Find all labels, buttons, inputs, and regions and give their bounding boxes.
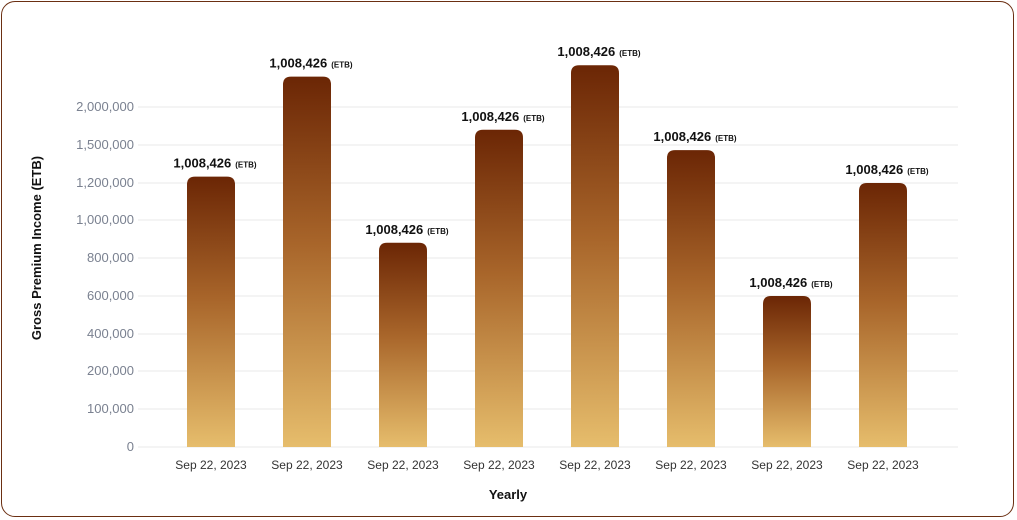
- x-tick-label: Sep 22, 2023: [271, 458, 343, 472]
- x-tick-label: Sep 22, 2023: [751, 458, 823, 472]
- y-tick-label: 1,500,000: [76, 137, 134, 152]
- bars: [187, 65, 907, 448]
- bar-value-unit: (ETB): [331, 61, 353, 70]
- data-labels: 1,008,426 (ETB) 1,008,426 (ETB) 1,008,426 (ET…: [173, 44, 929, 290]
- x-tick-label: Sep 22, 2023: [655, 458, 727, 472]
- bar-value-label: 1,008,426 (ETB): [461, 109, 545, 124]
- bar-value-unit: (ETB): [811, 280, 833, 289]
- x-tick-label: Sep 22, 2023: [367, 458, 439, 472]
- bar-value-label: 1,008,426 (ETB): [749, 275, 833, 290]
- y-tick-label: 2,000,000: [76, 99, 134, 114]
- bar-value-unit: (ETB): [523, 114, 545, 123]
- bar[interactable]: [763, 296, 811, 447]
- bar-value: 1,008,426: [461, 109, 519, 124]
- bar-value: 1,008,426: [749, 275, 807, 290]
- bar-value: 1,008,426: [845, 162, 903, 177]
- bar-value-label: 1,008,426 (ETB): [557, 44, 641, 59]
- bar[interactable]: [571, 65, 619, 447]
- y-axis-ticks: 0 100,000 200,000 400,000 600,000 800,000 1,00…: [76, 99, 134, 454]
- bar[interactable]: [475, 129, 523, 448]
- y-tick-label: 1,000,000: [76, 212, 134, 227]
- bar-value-label: 1,008,426 (ETB): [653, 129, 737, 144]
- x-axis-ticks: Sep 22, 2023 Sep 22, 2023 Sep 22, 2023 Sep …: [175, 458, 919, 472]
- y-tick-label: 1,200,000: [76, 175, 134, 190]
- y-tick-label: 100,000: [87, 401, 134, 416]
- x-axis-title: Yearly: [489, 487, 528, 502]
- bar[interactable]: [667, 150, 715, 448]
- bar[interactable]: [859, 183, 907, 447]
- bar-value-unit: (ETB): [715, 134, 737, 143]
- x-tick-label: Sep 22, 2023: [175, 458, 247, 472]
- bar[interactable]: [379, 242, 427, 447]
- x-tick-label: Sep 22, 2023: [463, 458, 535, 472]
- bar-value: 1,008,426: [269, 56, 327, 71]
- bar-value-label: 1,008,426 (ETB): [269, 56, 353, 71]
- gridlines: [138, 106, 958, 448]
- y-axis-title: Gross Premium Income (ETB): [29, 156, 44, 340]
- bar-value-unit: (ETB): [235, 161, 257, 170]
- x-tick-label: Sep 22, 2023: [847, 458, 919, 472]
- bar-value: 1,008,426: [653, 129, 711, 144]
- y-tick-label: 200,000: [87, 363, 134, 378]
- bar-value-label: 1,008,426 (ETB): [365, 222, 449, 237]
- bar-value-unit: (ETB): [427, 227, 449, 236]
- y-tick-label: 600,000: [87, 288, 134, 303]
- bar-value-unit: (ETB): [619, 49, 641, 58]
- y-tick-label: 0: [127, 439, 134, 454]
- bar-value-label: 1,008,426 (ETB): [173, 156, 257, 171]
- y-tick-label: 400,000: [87, 326, 134, 341]
- bar-value: 1,008,426: [173, 156, 231, 171]
- x-tick-label: Sep 22, 2023: [559, 458, 631, 472]
- bar-value-label: 1,008,426 (ETB): [845, 162, 929, 177]
- bar[interactable]: [283, 76, 331, 447]
- bar-value: 1,008,426: [557, 44, 615, 59]
- bar-value-unit: (ETB): [907, 167, 929, 176]
- bar[interactable]: [187, 176, 235, 447]
- y-tick-label: 800,000: [87, 250, 134, 265]
- bar-value: 1,008,426: [365, 222, 423, 237]
